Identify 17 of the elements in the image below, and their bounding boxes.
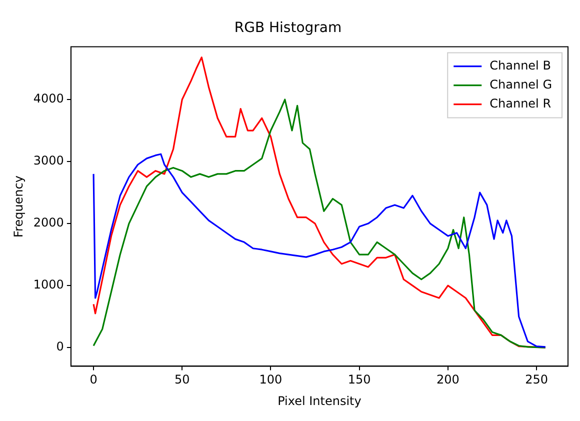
y-tick-label: 3000 (33, 154, 64, 168)
x-axis-title: Pixel Intensity (278, 394, 362, 408)
legend-label: Channel R (490, 96, 552, 110)
y-tick-label: 0 (56, 340, 64, 354)
x-tick-label: 200 (436, 372, 460, 387)
y-axis-title: Frequency (11, 176, 26, 238)
legend-label: Channel G (490, 77, 552, 92)
x-tick-label: 0 (90, 372, 98, 387)
y-tick-label: 4000 (33, 92, 64, 106)
y-tick-label: 2000 (33, 216, 64, 230)
legend-label: Channel B (490, 58, 551, 72)
chart-title: RGB Histogram (234, 20, 342, 36)
x-tick-label: 250 (525, 372, 548, 387)
y-tick-label: 1000 (33, 278, 64, 292)
x-tick-label: 150 (348, 372, 371, 387)
x-tick-label: 100 (259, 372, 282, 387)
x-tick-label: 50 (174, 372, 190, 387)
